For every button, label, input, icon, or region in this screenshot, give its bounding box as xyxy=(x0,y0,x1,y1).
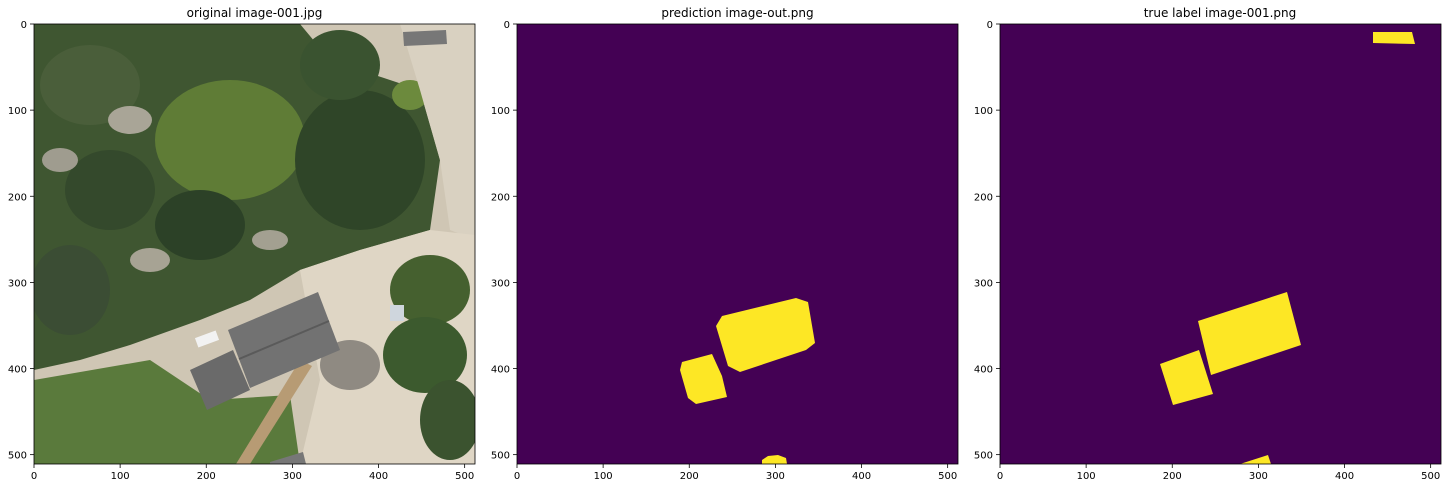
x-tick-label: 100 xyxy=(594,471,613,482)
x-tick-label: 100 xyxy=(1077,471,1096,482)
vegetation-cluster xyxy=(65,150,155,230)
x-tick-label: 0 xyxy=(514,471,520,482)
x-tick-label: 400 xyxy=(852,471,871,482)
y-tick-label: 100 xyxy=(8,106,27,117)
y-tick-label: 200 xyxy=(491,192,510,203)
vegetation-cluster xyxy=(155,190,245,260)
y-tick-label: 300 xyxy=(491,278,510,289)
vegetation-cluster xyxy=(34,245,110,335)
predicted-building xyxy=(680,354,727,404)
shrub-bare xyxy=(320,340,380,390)
y-tick-label: 100 xyxy=(491,106,510,117)
x-tick-label: 300 xyxy=(283,471,302,482)
sand-patch xyxy=(108,106,152,134)
lawn xyxy=(34,360,300,464)
sand-patch xyxy=(42,148,78,172)
x-tick-label: 100 xyxy=(111,471,130,482)
mask-background xyxy=(517,24,958,464)
label-building xyxy=(1240,455,1271,464)
roof-bottom xyxy=(270,452,306,464)
vegetation-cluster xyxy=(390,255,470,325)
x-tick-label: 200 xyxy=(197,471,216,482)
y-tick-label: 0 xyxy=(21,20,27,31)
x-axis: 0 100 200 300 400 500 xyxy=(514,464,957,482)
axes-frame xyxy=(33,23,476,465)
car xyxy=(194,330,220,348)
vegetation-cluster xyxy=(295,90,425,230)
roof-small xyxy=(190,350,250,410)
x-tick-label: 200 xyxy=(1163,471,1182,482)
y-tick-label: 0 xyxy=(504,20,510,31)
x-tick-label: 400 xyxy=(1335,471,1354,482)
sand-patch xyxy=(130,248,170,272)
y-axis: 0 100 200 300 400 500 xyxy=(491,20,517,462)
x-axis: 0 100 200 300 400 500 xyxy=(31,464,474,482)
roof-top xyxy=(403,30,447,46)
y-tick-label: 500 xyxy=(974,451,993,462)
panel-title: true label image-001.png xyxy=(1144,6,1297,20)
vegetation-cluster xyxy=(40,45,140,125)
x-tick-label: 500 xyxy=(455,471,474,482)
axes-frame xyxy=(516,23,959,465)
x-tick-label: 300 xyxy=(766,471,785,482)
y-axis: 0 100 200 300 400 500 xyxy=(8,20,34,462)
vegetation-cluster xyxy=(300,30,380,100)
vegetation-cluster xyxy=(420,380,475,460)
panel-prediction: prediction image-out.png 0 100 200 300 400 50… xyxy=(491,6,959,482)
y-tick-label: 300 xyxy=(974,278,993,289)
x-axis: 0 100 200 300 400 500 xyxy=(997,464,1440,482)
garden-path xyxy=(236,360,312,464)
label-building xyxy=(1198,292,1301,375)
y-tick-label: 400 xyxy=(974,365,993,376)
panel-title: prediction image-out.png xyxy=(661,6,813,20)
sand-patch xyxy=(252,230,288,250)
panel-title: original image-001.jpg xyxy=(187,6,323,20)
y-tick-label: 200 xyxy=(974,192,993,203)
predicted-building xyxy=(716,298,815,372)
roof-ridge xyxy=(238,320,330,360)
axes-frame xyxy=(999,23,1442,465)
x-tick-label: 400 xyxy=(369,471,388,482)
y-tick-label: 500 xyxy=(491,451,510,462)
vegetation-cluster xyxy=(392,80,428,110)
y-tick-label: 500 xyxy=(8,451,27,462)
panel-true-label: true label image-001.png 0 100 200 300 400 50… xyxy=(974,6,1442,482)
x-tick-label: 0 xyxy=(997,471,1003,482)
y-axis: 0 100 200 300 400 500 xyxy=(974,20,1000,462)
x-tick-label: 0 xyxy=(31,471,37,482)
sand-strip xyxy=(400,24,475,240)
label-building xyxy=(1373,32,1415,44)
label-building xyxy=(1160,350,1213,405)
panel-original: original image-001.jpg xyxy=(8,6,476,482)
mask-background xyxy=(1000,24,1441,464)
y-tick-label: 200 xyxy=(8,192,27,203)
aerial-image xyxy=(34,24,475,464)
x-tick-label: 500 xyxy=(938,471,957,482)
y-tick-label: 100 xyxy=(974,106,993,117)
x-tick-label: 500 xyxy=(1421,471,1440,482)
y-tick-label: 400 xyxy=(491,365,510,376)
vegetation-cluster xyxy=(155,80,305,200)
x-tick-label: 200 xyxy=(680,471,699,482)
y-tick-label: 0 xyxy=(987,20,993,31)
vehicle xyxy=(390,305,404,321)
y-tick-label: 300 xyxy=(8,278,27,289)
x-tick-label: 300 xyxy=(1249,471,1268,482)
predicted-building xyxy=(762,455,787,464)
y-tick-label: 400 xyxy=(8,365,27,376)
vegetation-cluster xyxy=(383,317,467,393)
